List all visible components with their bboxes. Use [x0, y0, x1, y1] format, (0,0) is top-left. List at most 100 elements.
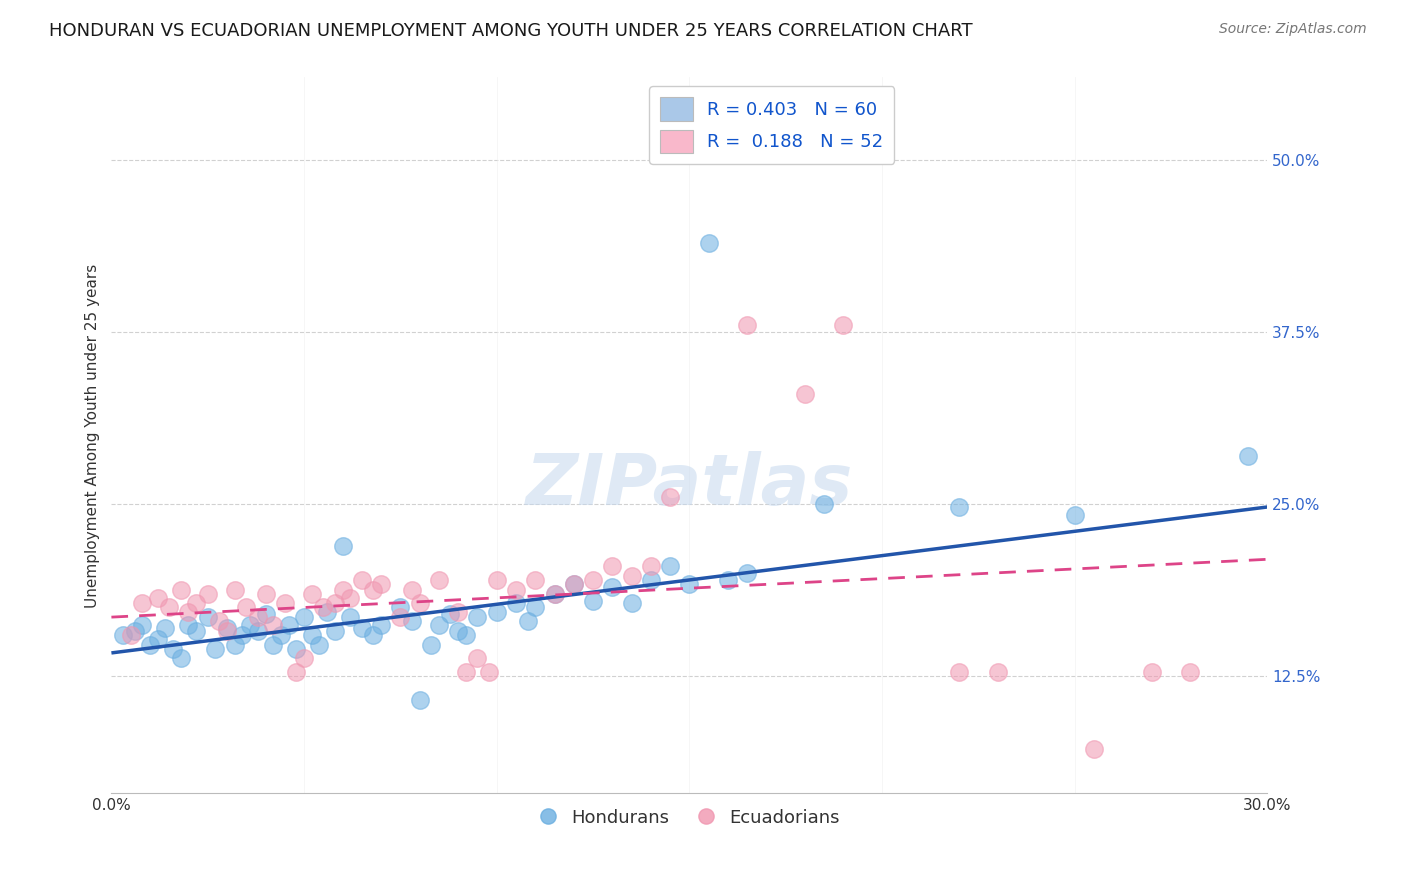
- Point: [620, 569, 643, 583]
- Point: [111, 628, 134, 642]
- Point: [177, 605, 200, 619]
- Point: [292, 651, 315, 665]
- Legend: Hondurans, Ecuadorians: Hondurans, Ecuadorians: [531, 802, 846, 834]
- Point: [274, 596, 297, 610]
- Point: [543, 587, 565, 601]
- Text: HONDURAN VS ECUADORIAN UNEMPLOYMENT AMONG YOUTH UNDER 25 YEARS CORRELATION CHART: HONDURAN VS ECUADORIAN UNEMPLOYMENT AMON…: [49, 22, 973, 40]
- Y-axis label: Unemployment Among Youth under 25 years: Unemployment Among Youth under 25 years: [86, 263, 100, 607]
- Point: [332, 539, 354, 553]
- Point: [735, 566, 758, 580]
- Point: [420, 638, 443, 652]
- Point: [427, 618, 450, 632]
- Point: [231, 628, 253, 642]
- Point: [262, 618, 284, 632]
- Point: [640, 573, 662, 587]
- Point: [505, 596, 527, 610]
- Point: [697, 235, 720, 250]
- Point: [439, 607, 461, 622]
- Point: [370, 618, 392, 632]
- Point: [235, 600, 257, 615]
- Point: [659, 491, 682, 505]
- Point: [735, 318, 758, 333]
- Point: [246, 610, 269, 624]
- Point: [254, 587, 277, 601]
- Point: [239, 618, 262, 632]
- Point: [177, 618, 200, 632]
- Point: [717, 573, 740, 587]
- Point: [408, 692, 430, 706]
- Point: [524, 573, 547, 587]
- Point: [131, 596, 153, 610]
- Point: [370, 577, 392, 591]
- Point: [170, 651, 193, 665]
- Point: [301, 587, 323, 601]
- Point: [301, 628, 323, 642]
- Point: [1237, 449, 1260, 463]
- Point: [401, 614, 423, 628]
- Point: [1063, 508, 1085, 523]
- Point: [467, 651, 489, 665]
- Point: [582, 573, 605, 587]
- Text: ZIPatlas: ZIPatlas: [526, 451, 853, 520]
- Point: [478, 665, 501, 680]
- Point: [454, 665, 477, 680]
- Point: [339, 610, 361, 624]
- Point: [208, 614, 231, 628]
- Point: [170, 582, 193, 597]
- Point: [794, 387, 817, 401]
- Point: [157, 600, 180, 615]
- Point: [1083, 742, 1105, 756]
- Point: [1140, 665, 1163, 680]
- Point: [215, 621, 238, 635]
- Point: [350, 621, 373, 635]
- Point: [312, 600, 335, 615]
- Point: [270, 628, 292, 642]
- Point: [602, 559, 624, 574]
- Point: [389, 610, 412, 624]
- Point: [277, 618, 299, 632]
- Point: [562, 577, 585, 591]
- Point: [323, 596, 346, 610]
- Point: [215, 624, 238, 638]
- Point: [155, 621, 177, 635]
- Point: [832, 318, 855, 333]
- Point: [131, 618, 153, 632]
- Point: [332, 582, 354, 597]
- Point: [285, 665, 308, 680]
- Point: [948, 665, 970, 680]
- Point: [308, 638, 330, 652]
- Point: [427, 573, 450, 587]
- Point: [197, 587, 219, 601]
- Point: [620, 596, 643, 610]
- Point: [363, 628, 385, 642]
- Point: [485, 605, 508, 619]
- Point: [186, 624, 208, 638]
- Point: [401, 582, 423, 597]
- Point: [948, 500, 970, 514]
- Point: [285, 641, 308, 656]
- Point: [485, 573, 508, 587]
- Point: [640, 559, 662, 574]
- Point: [120, 628, 142, 642]
- Point: [339, 591, 361, 605]
- Point: [316, 605, 339, 619]
- Point: [582, 593, 605, 607]
- Point: [292, 610, 315, 624]
- Point: [659, 559, 682, 574]
- Point: [262, 638, 284, 652]
- Point: [254, 607, 277, 622]
- Point: [246, 624, 269, 638]
- Point: [363, 582, 385, 597]
- Point: [408, 596, 430, 610]
- Point: [350, 573, 373, 587]
- Point: [678, 577, 700, 591]
- Point: [124, 624, 146, 638]
- Point: [146, 591, 169, 605]
- Point: [467, 610, 489, 624]
- Point: [516, 614, 538, 628]
- Point: [543, 587, 565, 601]
- Point: [447, 605, 470, 619]
- Text: Source: ZipAtlas.com: Source: ZipAtlas.com: [1219, 22, 1367, 37]
- Point: [224, 638, 246, 652]
- Point: [323, 624, 346, 638]
